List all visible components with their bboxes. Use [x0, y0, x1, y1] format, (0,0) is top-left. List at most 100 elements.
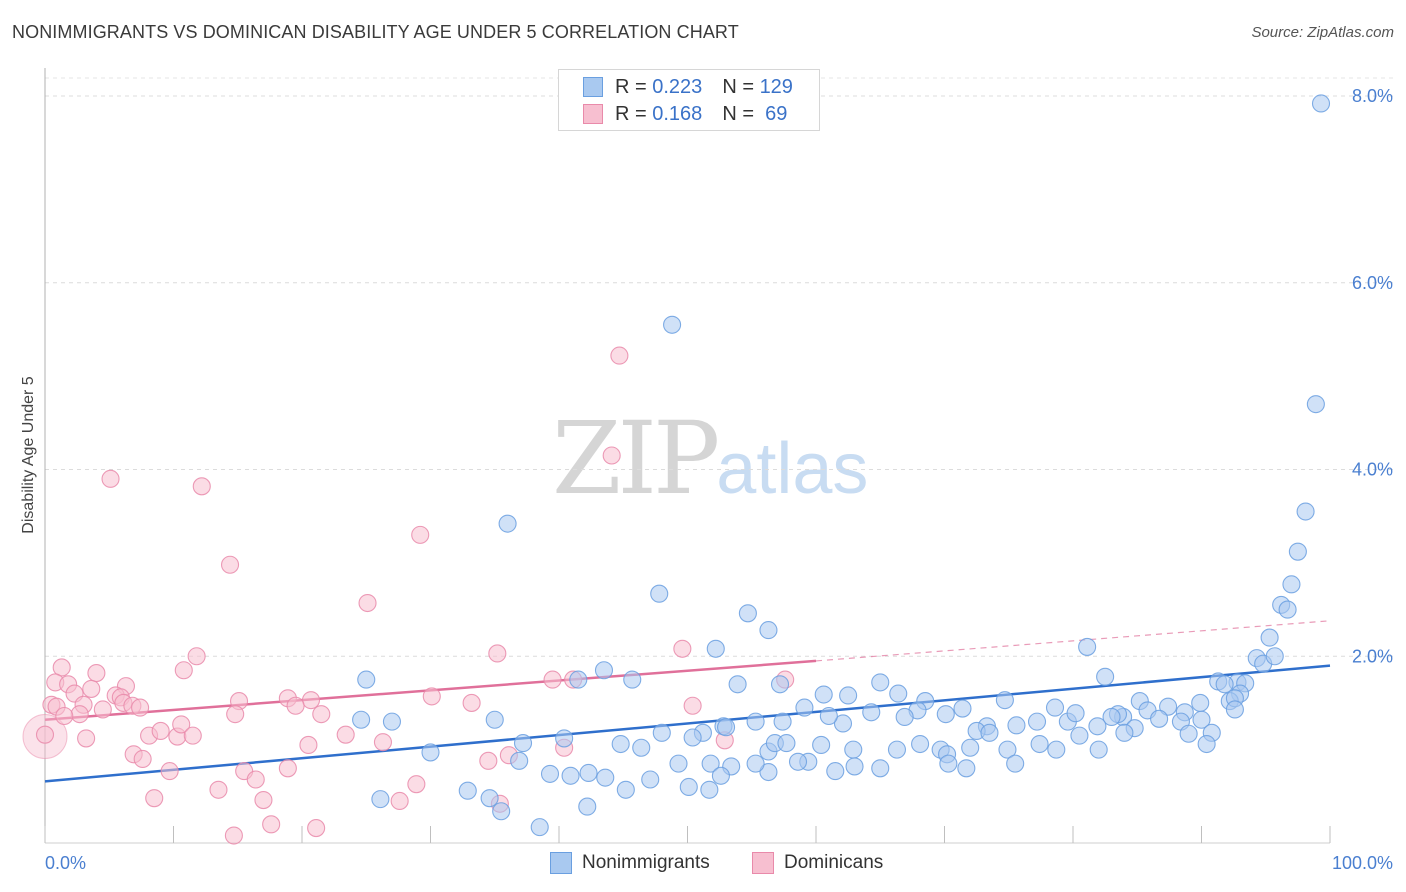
data-point-nonimmigrants: [845, 757, 864, 776]
data-point-nonimmigrants: [382, 712, 402, 731]
legend-row-nonimmigrants: R = 0.223 N = 129: [583, 75, 793, 99]
data-point-nonimmigrants: [1006, 754, 1025, 773]
data-point-dominicans: [145, 789, 164, 808]
data-point-nonimmigrants: [641, 770, 660, 789]
nonimmigrants-swatch: [583, 77, 603, 97]
data-point-nonimmigrants: [814, 685, 833, 704]
data-point-nonimmigrants: [700, 780, 719, 799]
data-point-nonimmigrants: [663, 315, 682, 334]
legend-n-value: 129: [759, 75, 793, 98]
data-point-dominicans: [192, 477, 211, 496]
data-point-nonimmigrants: [1115, 723, 1134, 742]
data-point-nonimmigrants: [540, 764, 560, 783]
legend-n-label: N =: [722, 102, 760, 125]
grid-lines: [45, 77, 1395, 657]
data-point-dominicans: [226, 705, 245, 724]
data-point-nonimmigrants: [594, 661, 614, 680]
data-point-dominicans: [299, 735, 318, 755]
source-label: Source: ZipAtlas.com: [1251, 24, 1394, 41]
data-point-nonimmigrants: [961, 738, 980, 757]
legend-n-label: N =: [722, 75, 760, 98]
data-point-nonimmigrants: [579, 763, 598, 783]
data-point-nonimmigrants: [862, 703, 881, 722]
data-point-nonimmigrants: [1066, 704, 1085, 723]
data-point-dominicans: [411, 525, 430, 544]
data-point-dominicans: [602, 446, 621, 465]
data-point-nonimmigrants: [833, 714, 853, 733]
data-point-nonimmigrants: [1225, 700, 1244, 719]
data-point-nonimmigrants: [1260, 628, 1279, 647]
data-point-nonimmigrants: [711, 766, 730, 785]
data-point-nonimmigrants: [458, 781, 477, 800]
data-point-dominicans: [93, 700, 112, 719]
data-point-nonimmigrants: [759, 621, 778, 640]
legend-item-nonimmigrants[interactable]: Nonimmigrants: [550, 852, 710, 874]
data-point-nonimmigrants: [357, 670, 376, 689]
x-axis-ticks: [44, 826, 1331, 843]
data-point-nonimmigrants: [1282, 575, 1301, 594]
data-point-nonimmigrants: [492, 802, 511, 821]
data-point-dominicans: [543, 670, 562, 689]
data-point-dominicans: [373, 733, 393, 752]
data-point-nonimmigrants: [371, 790, 390, 809]
y-tick-label: 6.0%: [1352, 273, 1393, 293]
data-point-nonimmigrants: [716, 718, 736, 737]
data-point-dominicans: [479, 751, 498, 770]
data-point-nonimmigrants: [738, 604, 757, 623]
data-point-dominicans: [301, 691, 321, 710]
data-point-dominicans: [278, 759, 297, 778]
data-point-dominicans: [101, 469, 120, 488]
trendline-dominicans-extension: [815, 620, 1331, 662]
data-point-nonimmigrants: [578, 797, 597, 816]
data-point-nonimmigrants: [998, 740, 1017, 759]
series-legend: Nonimmigrants Dominicans: [0, 852, 1406, 878]
data-point-nonimmigrants: [513, 734, 533, 753]
legend-row-dominicans: R = 0.168 N = 69: [583, 102, 787, 126]
y-tick-label: 4.0%: [1352, 460, 1393, 480]
correlation-legend: R = 0.223 N = 129 R = 0.168 N = 69: [558, 69, 820, 131]
data-point-nonimmigrants: [561, 766, 580, 785]
data-point-nonimmigrants: [1296, 502, 1315, 521]
data-point-nonimmigrants: [1278, 600, 1297, 619]
data-point-dominicans: [77, 729, 96, 748]
data-point-nonimmigrants: [887, 740, 907, 759]
data-point-nonimmigrants: [995, 691, 1014, 710]
data-point-nonimmigrants: [1007, 716, 1026, 735]
data-point-nonimmigrants: [980, 723, 999, 742]
data-point-nonimmigrants: [746, 712, 765, 731]
data-point-dominicans: [224, 826, 243, 845]
data-point-nonimmigrants: [1070, 726, 1089, 745]
legend-r-label: R =: [615, 102, 653, 125]
data-point-dominicans: [209, 780, 228, 799]
data-point-nonimmigrants: [421, 743, 440, 762]
chart-title: NONIMMIGRANTS VS DOMINICAN DISABILITY AG…: [12, 22, 739, 42]
data-point-dominicans: [262, 815, 281, 834]
data-point-nonimmigrants: [555, 729, 574, 748]
data-point-nonimmigrants: [1088, 717, 1107, 736]
legend-item-dominicans[interactable]: Dominicans: [752, 852, 883, 874]
data-point-nonimmigrants: [1150, 709, 1169, 728]
data-point-dominicans: [254, 790, 273, 810]
data-point-nonimmigrants: [1027, 712, 1047, 731]
data-point-nonimmigrants: [669, 754, 688, 773]
y-tick-labels: 2.0% 4.0% 6.0% 8.0%: [1352, 86, 1393, 666]
data-point-dominicans: [174, 661, 193, 680]
data-point-nonimmigrants: [596, 768, 615, 787]
data-point-nonimmigrants: [759, 762, 778, 782]
data-point-dominicans: [390, 791, 409, 811]
legend-label-dominicans: Dominicans: [784, 852, 884, 873]
watermark-atlas: atlas: [716, 429, 869, 509]
data-point-nonimmigrants: [650, 584, 669, 603]
data-point-dominicans: [462, 693, 481, 712]
data-point-nonimmigrants: [1192, 710, 1211, 729]
data-point-dominicans: [336, 725, 355, 744]
data-point-nonimmigrants: [953, 699, 972, 718]
data-point-nonimmigrants: [1306, 395, 1325, 414]
data-point-nonimmigrants: [1089, 740, 1108, 759]
x-tick-labels: 0.0% 100.0%: [45, 853, 1393, 873]
data-point-nonimmigrants: [770, 675, 790, 694]
data-point-dominicans: [82, 679, 101, 698]
data-point-dominicans: [286, 696, 305, 715]
data-point-nonimmigrants: [895, 707, 914, 726]
data-point-dominicans: [246, 770, 265, 789]
